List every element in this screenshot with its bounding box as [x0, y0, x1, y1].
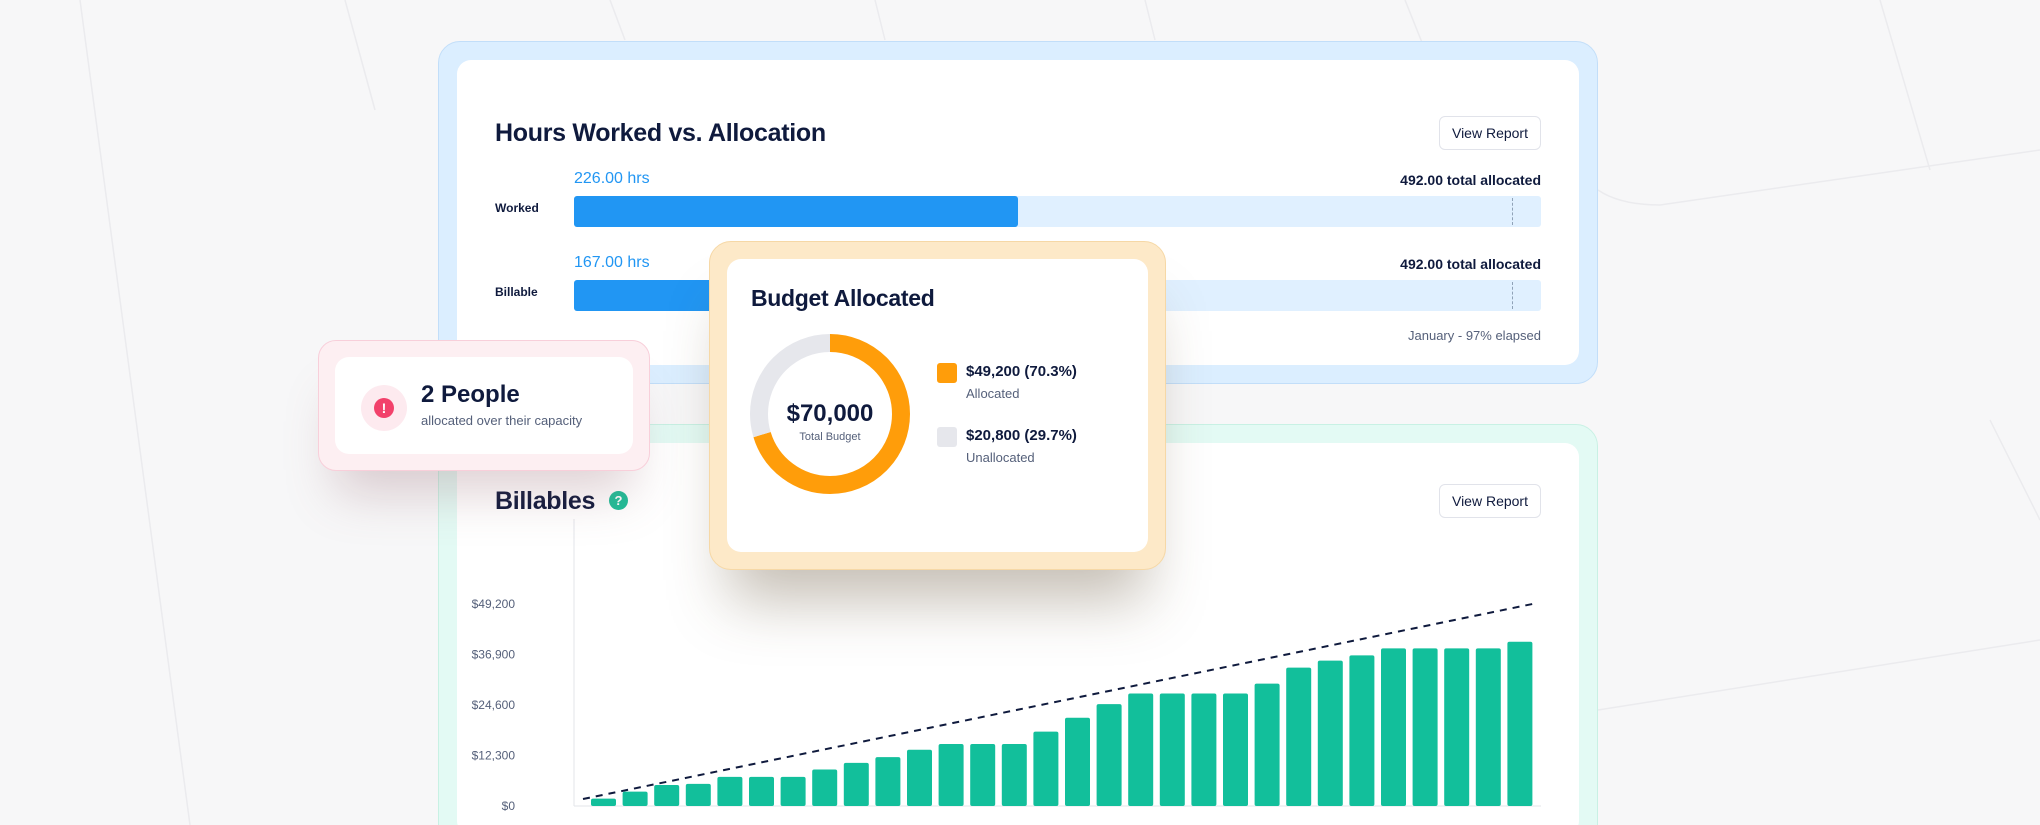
- worked-bar[interactable]: [1412, 648, 1438, 806]
- worked-bar[interactable]: [875, 757, 901, 806]
- y-tick-label: $12,300: [472, 749, 516, 763]
- worked-bar[interactable]: [685, 783, 711, 806]
- worked-bar[interactable]: [1444, 648, 1470, 806]
- worked-bar[interactable]: [907, 749, 932, 806]
- elapsed-text: January - 97% elapsed: [1408, 328, 1541, 343]
- worked-bar[interactable]: [717, 776, 743, 806]
- elapsed-marker: [1511, 198, 1513, 225]
- bar-total: 492.00 total allocated: [1400, 256, 1541, 272]
- worked-bar[interactable]: [1349, 655, 1375, 806]
- worked-bar[interactable]: [1128, 693, 1154, 806]
- hours-view-report-button[interactable]: View Report: [1438, 116, 1541, 150]
- worked-bar[interactable]: [1159, 693, 1185, 806]
- people-alert-subtitle: allocated over their capacity: [421, 413, 583, 428]
- legend-swatch: [937, 427, 957, 447]
- question-icon[interactable]: ?: [609, 491, 628, 510]
- budget-card: Budget Allocated $70,000 Total Budget $4…: [727, 259, 1148, 552]
- worked-bar[interactable]: [1065, 717, 1090, 806]
- worked-bar[interactable]: [749, 776, 774, 806]
- worked-bar[interactable]: [1286, 667, 1312, 806]
- worked-bar[interactable]: [1191, 693, 1217, 806]
- people-alert-card[interactable]: ! 2 People allocated over their capacity: [335, 357, 633, 454]
- exclamation-icon: !: [374, 398, 394, 418]
- worked-bar[interactable]: [1223, 693, 1248, 806]
- worked-bar[interactable]: [1317, 660, 1343, 806]
- people-alert-frame: ! 2 People allocated over their capacity: [318, 340, 650, 471]
- bar-value: 167.00 hrs: [574, 254, 650, 271]
- worked-bar[interactable]: [1475, 648, 1501, 806]
- donut-total-value: $70,000: [787, 400, 874, 427]
- billables-card-title: Billables: [495, 487, 596, 515]
- billables-card-frame: Billables ? View Report $0 $12,300 $24,600…: [438, 424, 1598, 825]
- bar-label: Worked: [495, 201, 539, 215]
- y-tick-label: $24,600: [472, 698, 516, 712]
- y-tick-label: $0: [502, 799, 516, 813]
- legend-label: Allocated: [966, 386, 1020, 401]
- worked-bar[interactable]: [1001, 744, 1027, 806]
- legend-value: $49,200 (70.3%): [966, 363, 1077, 380]
- worked-bar[interactable]: [1033, 731, 1059, 806]
- bar-value: 226.00 hrs: [574, 170, 650, 187]
- worked-bar[interactable]: [1254, 683, 1280, 806]
- worked-bar[interactable]: [938, 744, 964, 806]
- donut-total-label: Total Budget: [799, 431, 860, 443]
- billables-card: Billables ? View Report $0 $12,300 $24,600…: [457, 443, 1579, 825]
- ideal-trend-line: [582, 603, 1533, 800]
- elapsed-marker: [1511, 282, 1513, 309]
- worked-bar[interactable]: [591, 798, 616, 806]
- worked-bar[interactable]: [1507, 641, 1533, 806]
- legend-label: Unallocated: [966, 450, 1035, 465]
- worked-bar[interactable]: [622, 791, 648, 806]
- worked-bar[interactable]: [970, 744, 996, 806]
- people-alert-title: 2 People: [421, 381, 520, 408]
- bar-total: 492.00 total allocated: [1400, 172, 1541, 188]
- billables-chart: $0$12,300$24,600$36,900$49,200Ideal Tren…: [472, 519, 1541, 813]
- legend-swatch: [937, 363, 957, 383]
- worked-bar[interactable]: [1381, 648, 1406, 806]
- worked-bar[interactable]: [1096, 704, 1122, 806]
- legend-value: $20,800 (29.7%): [966, 427, 1077, 444]
- y-tick-label: $36,900: [472, 648, 516, 662]
- billables-view-report-button[interactable]: View Report: [1438, 484, 1541, 518]
- alert-icon-wrap: !: [361, 385, 407, 431]
- budget-donut-chart: $70,000 Total Budget: [750, 334, 910, 494]
- y-tick-label: $49,200: [472, 597, 516, 611]
- donut-slice-unallocated[interactable]: [750, 334, 910, 494]
- worked-bar[interactable]: [654, 785, 680, 806]
- bar-track: [574, 196, 1541, 227]
- worked-bar[interactable]: [812, 769, 838, 806]
- bar-fill: [574, 196, 1019, 227]
- worked-bar[interactable]: [780, 776, 806, 806]
- budget-card-title: Budget Allocated: [751, 285, 935, 311]
- budget-card-frame: Budget Allocated $70,000 Total Budget $4…: [709, 241, 1166, 570]
- bar-label: Billable: [495, 285, 538, 299]
- hours-card-title: Hours Worked vs. Allocation: [495, 119, 826, 147]
- worked-bar[interactable]: [843, 762, 869, 806]
